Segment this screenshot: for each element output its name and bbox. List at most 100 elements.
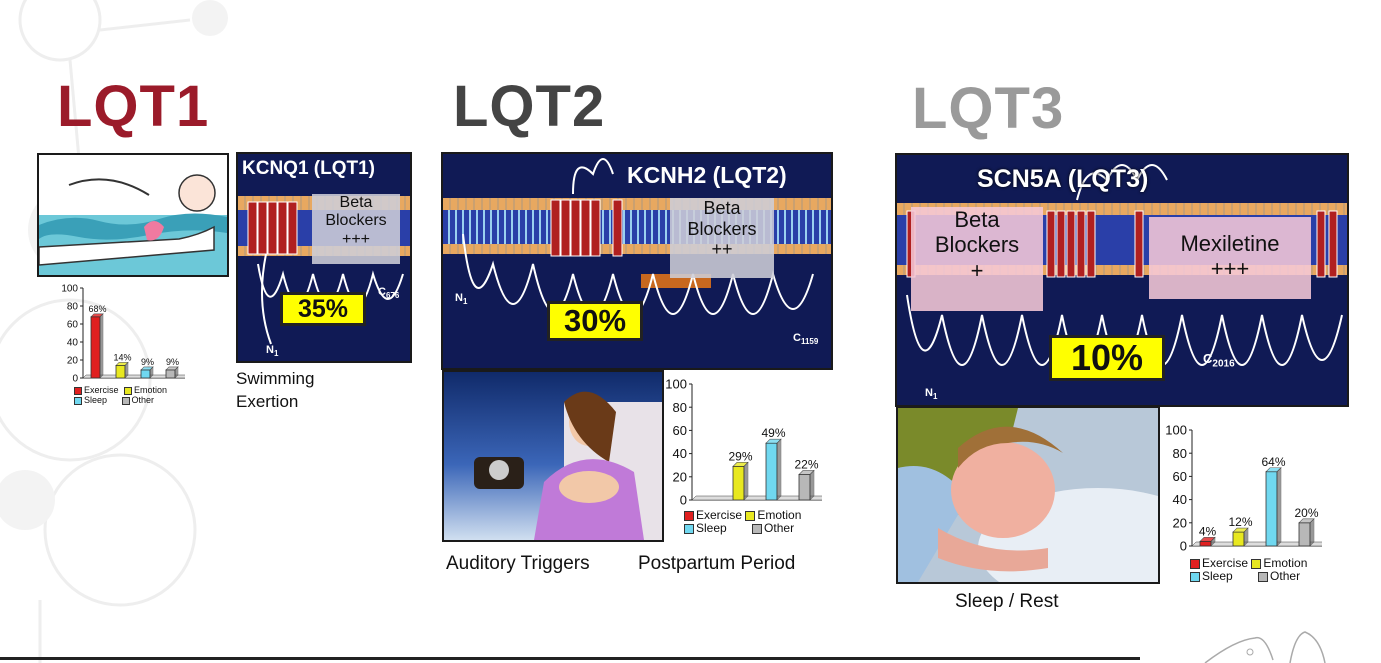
lqt2-beta-blockers-box: Beta Blockers ++ — [670, 198, 774, 278]
y-tick-label: 40 — [1173, 492, 1187, 507]
bar-value-label: 14% — [113, 352, 131, 362]
heading-lqt2: LQT2 — [453, 74, 606, 139]
bar-side — [1276, 467, 1282, 547]
lqt2-caption-auditory: Auditory Triggers — [446, 553, 590, 574]
panel-title-kcnh2: KCNH2 (LQT2) — [627, 162, 787, 188]
drug-line1: Beta — [954, 207, 1000, 232]
exercise-swatch — [684, 510, 694, 521]
y-tick-label: 80 — [67, 302, 79, 313]
lqt3-caption-sleep-rest: Sleep / Rest — [955, 591, 1059, 612]
corner-logo-icon — [1204, 631, 1326, 663]
other-swatch — [121, 396, 130, 405]
legend-sleep: Sleep — [1202, 569, 1233, 584]
lqt3-mexiletine-box: Mexiletine +++ — [1149, 217, 1311, 299]
sleep-swatch — [1190, 572, 1200, 583]
heading-lqt1: LQT1 — [57, 74, 210, 139]
n-terminus-label: N1 — [925, 387, 938, 402]
bar-side — [1210, 536, 1216, 547]
drug-effect: + — [970, 257, 984, 283]
y-tick-label: 0 — [680, 493, 687, 508]
lqt3-trigger-bar-chart: 0 20 40 60 80 100 4% 12% 64% 20% — [1165, 423, 1322, 554]
legend-other: Other — [764, 521, 795, 536]
y-tick-label: 80 — [673, 400, 687, 415]
lqt1-chart-legend: Exercise Emotion Sleep Other — [74, 385, 184, 406]
legend-emotion: Emotion — [1263, 556, 1308, 570]
legend-emotion: Emotion — [757, 508, 802, 522]
bar-emotion — [115, 365, 126, 379]
drug-line1: Beta — [703, 198, 741, 218]
sleep-swatch — [74, 396, 82, 405]
y-tick-label: 40 — [67, 338, 79, 349]
bar-side — [174, 366, 179, 379]
bar-value-label: 9% — [166, 357, 179, 367]
y-tick-label: 0 — [72, 374, 78, 385]
bar-side — [743, 461, 749, 501]
c-terminus-label: C676 — [378, 286, 400, 301]
sleeping-child-photo — [896, 406, 1160, 584]
drug-effect: ++ — [711, 239, 733, 260]
legend-exercise: Exercise — [1202, 556, 1249, 570]
legend-exercise: Exercise — [696, 508, 743, 522]
bar-side — [776, 438, 782, 501]
lqt3-percent-badge: 10% — [1049, 335, 1165, 381]
chart-floor — [691, 495, 822, 501]
drug-line2: Blockers — [325, 212, 387, 230]
channel-helices — [247, 201, 404, 345]
other-swatch — [1258, 572, 1269, 583]
bar-emotion — [732, 465, 745, 501]
sleep-swatch — [684, 524, 694, 535]
drug-effect: +++ — [341, 230, 371, 248]
drug2-effect: +++ — [1210, 256, 1250, 282]
bar-other — [165, 369, 176, 379]
chart-floor — [82, 374, 185, 379]
bar-value-label: 4% — [1199, 524, 1217, 538]
lqt2-caption-postpartum: Postpartum Period — [638, 553, 796, 574]
y-tick-label: 40 — [673, 446, 687, 461]
lqt2-chart-legend: Exercise Emotion Sleep Other — [684, 508, 824, 536]
y-tick-label: 20 — [67, 356, 79, 367]
bar-side — [99, 313, 104, 379]
y-tick-label: 100 — [61, 284, 78, 295]
lqt3-chart-legend: Exercise Emotion Sleep Other — [1190, 556, 1330, 584]
legend-sleep: Sleep — [696, 521, 727, 536]
lqt2-trigger-bar-chart: 0 20 40 60 80 100 29% 49% 22% — [665, 377, 822, 508]
y-tick-label: 80 — [1173, 446, 1187, 461]
emotion-swatch — [1251, 558, 1262, 569]
bottom-divider — [0, 657, 1140, 660]
bar-sleep — [140, 369, 151, 379]
bar-value-label: 64% — [1261, 455, 1285, 469]
bar-value-label: 29% — [728, 449, 752, 463]
bar-side — [124, 361, 129, 379]
legend-other: Other — [131, 394, 155, 405]
panel-title-scn5a: SCN5A (LQT3) — [977, 165, 1149, 193]
bar-value-label: 49% — [761, 426, 785, 440]
lqt1-trigger-bar-chart: 0 20 40 60 80 100 68% 14% 9% 9% — [61, 284, 185, 385]
heading-lqt3: LQT3 — [912, 76, 1065, 141]
y-tick-label: 60 — [67, 320, 79, 331]
legend-sleep: Sleep — [84, 394, 108, 405]
kcnh2-channel-panel: KCNH2 (LQT2) Beta Blockers ++ 30% N1 C11… — [441, 152, 833, 370]
bar-other — [798, 474, 811, 501]
drug-line2: Blockers — [687, 218, 757, 239]
exercise-swatch — [74, 386, 82, 395]
scn5a-channel-panel: SCN5A (LQT3) Beta Blockers + Mexiletine … — [895, 153, 1349, 407]
bar-sleep — [765, 442, 778, 501]
emotion-swatch — [124, 386, 133, 395]
bar-value-label: 9% — [141, 357, 154, 367]
legend-other: Other — [1270, 569, 1301, 584]
legend-exercise: Exercise — [84, 385, 119, 395]
drug2-line1: Mexiletine — [1180, 231, 1280, 256]
bar-side — [1309, 518, 1315, 547]
emotion-swatch — [745, 510, 756, 521]
mother-breastfeeding-photo — [442, 370, 664, 542]
drug-line1: Beta — [339, 194, 373, 211]
bar-value-label: 12% — [1228, 515, 1252, 529]
n-terminus-label: N1 — [266, 344, 279, 359]
channel-helices — [462, 158, 814, 315]
legend-emotion: Emotion — [134, 385, 168, 395]
bar-side — [809, 469, 815, 501]
y-tick-label: 100 — [1165, 423, 1187, 438]
y-tick-label: 0 — [1180, 539, 1187, 554]
y-tick-label: 100 — [665, 377, 687, 392]
lqt1-caption-exertion: Exertion — [236, 392, 299, 411]
